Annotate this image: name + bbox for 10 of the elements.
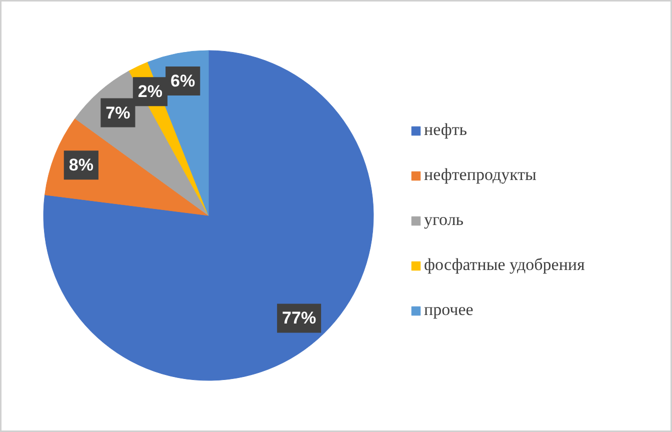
- legend-label: фосфатные удобрения: [424, 255, 585, 275]
- data-label: 8%: [68, 156, 94, 175]
- legend-label: прочее: [424, 300, 474, 320]
- data-label: 7%: [106, 103, 130, 122]
- legend-label: нефтепродукты: [424, 165, 536, 185]
- data-label: 6%: [170, 71, 196, 90]
- legend-label: нефть: [424, 120, 468, 140]
- data-label: 77%: [282, 308, 316, 328]
- legend-label: уголь: [424, 210, 464, 230]
- data-label: 2%: [138, 82, 162, 102]
